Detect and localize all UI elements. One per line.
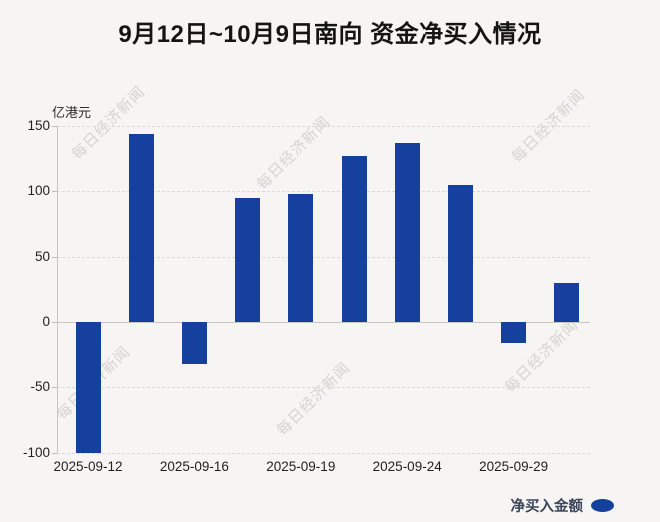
y-tick-label: 100 bbox=[27, 183, 50, 199]
y-axis-line bbox=[57, 126, 58, 453]
y-tick-label: -100 bbox=[22, 444, 50, 460]
legend-label: 净买入金额 bbox=[510, 499, 584, 515]
watermark-text: 每日经济新闻 bbox=[273, 359, 354, 440]
legend-dot-icon bbox=[591, 499, 614, 512]
y-axis-tick bbox=[52, 452, 57, 454]
bar bbox=[341, 156, 367, 322]
bar bbox=[554, 282, 580, 322]
y-axis-tick bbox=[52, 322, 57, 323]
y-axis-tick bbox=[52, 191, 57, 193]
y-axis-tick bbox=[52, 126, 57, 128]
bar bbox=[288, 194, 314, 322]
zero-gridline bbox=[57, 322, 590, 323]
bar bbox=[128, 133, 154, 322]
watermark-text: 每日经济新闻 bbox=[253, 113, 334, 194]
x-tick-label: 2025-09-29 bbox=[479, 459, 549, 474]
gridline bbox=[57, 191, 590, 193]
bar bbox=[501, 322, 527, 343]
y-axis-unit-label: 亿港元 bbox=[52, 105, 92, 120]
gridline bbox=[57, 256, 590, 258]
y-axis-tick bbox=[52, 256, 57, 258]
y-tick-label: 50 bbox=[34, 248, 50, 264]
bar bbox=[235, 197, 261, 322]
x-tick-label: 2025-09-24 bbox=[372, 459, 442, 474]
bar bbox=[181, 322, 207, 364]
y-axis-tick bbox=[52, 387, 57, 389]
x-tick-label: 2025-09-12 bbox=[53, 459, 123, 474]
chart-title: 9月12日~10月9日南向 资金净买入情况 bbox=[118, 21, 542, 48]
y-tick-label: 150 bbox=[27, 118, 50, 134]
gridline bbox=[57, 126, 590, 128]
bar bbox=[447, 184, 473, 322]
y-tick-label: -50 bbox=[30, 379, 50, 395]
bar bbox=[75, 322, 101, 453]
bar bbox=[394, 143, 420, 322]
y-tick-label: 0 bbox=[42, 314, 50, 329]
legend: 净买入金额 bbox=[510, 495, 614, 516]
x-tick-label: 2025-09-16 bbox=[159, 459, 229, 474]
gridline bbox=[57, 387, 590, 389]
gridline bbox=[57, 452, 590, 454]
x-tick-label: 2025-09-19 bbox=[266, 459, 336, 474]
